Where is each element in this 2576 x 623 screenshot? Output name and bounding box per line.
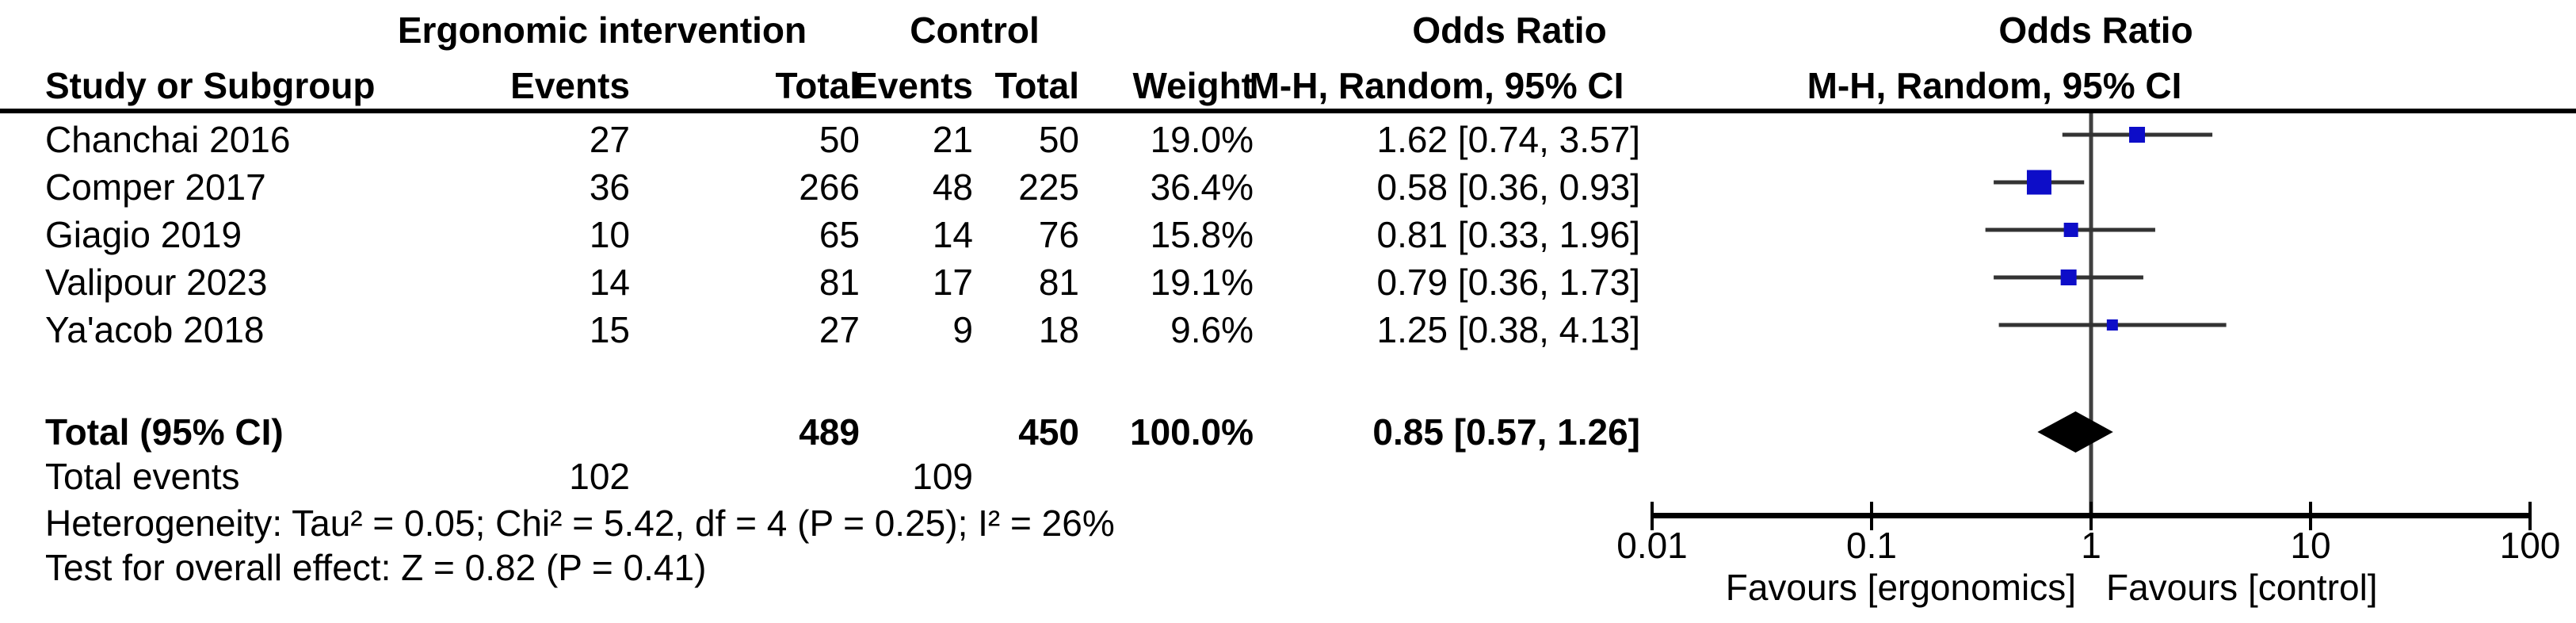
events-intervention: 10 [589,214,630,255]
events-intervention: 36 [589,166,630,208]
col-header-mh-text: M-H, Random, 95% CI [1249,65,1624,106]
events-control: 14 [932,214,973,255]
weight-pct: 19.0% [1150,119,1254,160]
overall-effect-test: Test for overall effect: Z = 0.82 (P = 0… [45,547,707,588]
events-intervention: 27 [589,119,630,160]
axis-tick [1651,502,1654,530]
total-intervention: 266 [799,166,860,208]
axis-tick-label: 100 [2499,525,2561,566]
study-name: Valipour 2023 [45,262,268,303]
axis-tick [2528,502,2532,530]
favours-left-label: Favours [ergonomics] [1725,567,2076,608]
col-header-weight: Weight [1132,65,1254,106]
odds-ratio-header-plot-column: Odds Ratio [1998,10,2193,51]
effect-square [2063,223,2078,237]
total-intervention-n: 489 [799,411,860,453]
axis-tick-label: 1 [2081,525,2101,566]
col-header-total-control: Total [994,65,1079,106]
axis-tick-label: 0.1 [1846,525,1897,566]
total-events-intervention: 102 [569,456,630,497]
events-intervention: 14 [589,262,630,303]
or-ci-text: 0.79 [0.36, 1.73] [1376,262,1641,303]
odds-ratio-header-text-column: Odds Ratio [1412,10,1607,51]
weight-pct: 9.6% [1170,309,1254,350]
col-header-mh-plot: M-H, Random, 95% CI [1807,65,2182,106]
total-intervention: 65 [819,214,860,255]
effect-square [2026,170,2051,195]
total-control: 76 [1038,214,1079,255]
events-intervention: 15 [589,309,630,350]
heterogeneity-stats: Heterogeneity: Tau² = 0.05; Chi² = 5.42,… [45,503,1115,544]
total-row-label: Total (95% CI) [45,411,284,453]
total-intervention: 81 [819,262,860,303]
col-header-total-intervention: Total [775,65,860,106]
axis-tick [1870,502,1873,530]
weight-pct: 15.8% [1150,214,1254,255]
col-header-study: Study or Subgroup [45,65,376,106]
or-ci-text: 0.58 [0.36, 0.93] [1376,166,1641,208]
total-intervention: 50 [819,119,860,160]
total-events-label: Total events [45,456,240,497]
study-name: Ya'acob 2018 [45,309,265,350]
or-ci-text: 0.81 [0.33, 1.96] [1376,214,1641,255]
effect-square [2060,269,2077,285]
axis-zero-line [2089,113,2093,518]
events-control: 21 [932,119,973,160]
total-weight: 100.0% [1129,411,1254,453]
favours-right-label: Favours [control] [2106,567,2378,608]
total-control: 81 [1038,262,1079,303]
study-name: Comper 2017 [45,166,266,208]
weight-pct: 19.1% [1150,262,1254,303]
total-control-n: 450 [1018,411,1079,453]
total-control: 18 [1038,309,1079,350]
study-name: Chanchai 2016 [45,119,291,160]
col-header-events-intervention: Events [510,65,630,106]
events-control: 9 [952,309,973,350]
col-header-events-control: Events [853,65,973,106]
group-header-control: Control [910,10,1040,51]
axis-tick [2089,502,2093,530]
events-control: 48 [932,166,973,208]
weight-pct: 36.4% [1150,166,1254,208]
effect-square [2106,319,2118,331]
header-rule [0,109,2576,113]
or-ci-text: 1.25 [0.38, 4.13] [1376,309,1641,350]
total-or-ci: 0.85 [0.57, 1.26] [1372,411,1640,453]
total-events-control: 109 [912,456,973,497]
axis-tick [2309,502,2312,530]
events-control: 17 [932,262,973,303]
axis-tick-label: 0.01 [1616,525,1688,566]
summary-diamond [2037,411,2113,453]
total-control: 50 [1038,119,1079,160]
study-name: Giagio 2019 [45,214,242,255]
group-header-intervention: Ergonomic intervention [397,10,807,51]
effect-square [2129,127,2146,143]
total-intervention: 27 [819,309,860,350]
axis-tick-label: 10 [2290,525,2331,566]
or-ci-text: 1.62 [0.74, 3.57] [1376,119,1641,160]
total-control: 225 [1018,166,1079,208]
